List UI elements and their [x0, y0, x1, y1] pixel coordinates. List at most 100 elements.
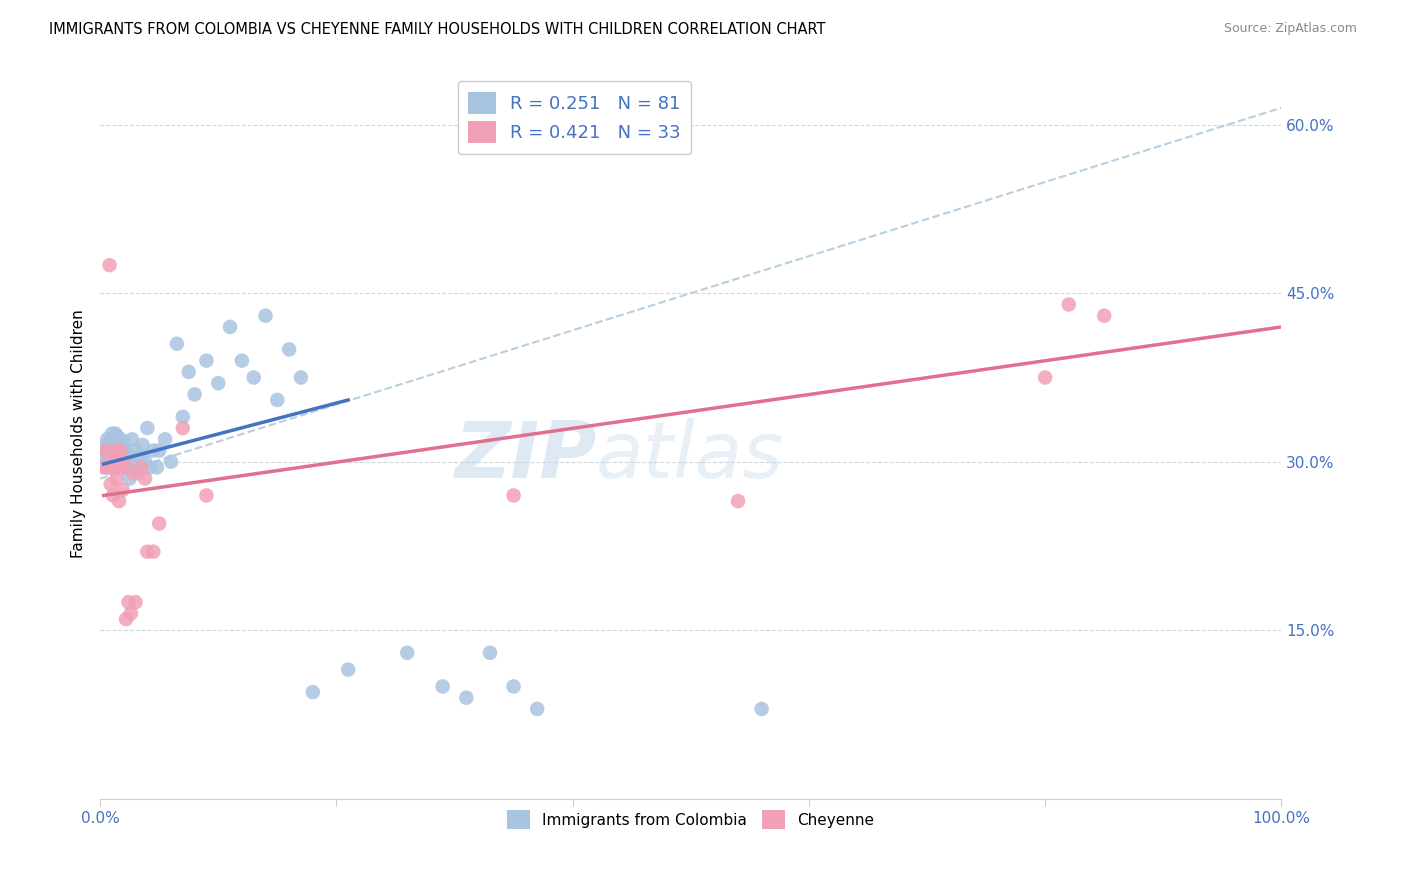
Point [172, 409, 194, 424]
Point [121, 432, 143, 446]
Point [108, 494, 131, 508]
Point [108, 449, 131, 463]
Legend: Immigrants from Colombia, Cheyenne: Immigrants from Colombia, Cheyenne [501, 805, 880, 835]
Point [96, 455, 118, 469]
Point [148, 443, 170, 458]
Text: IMMIGRANTS FROM COLOMBIA VS CHEYENNE FAMILY HOUSEHOLDS WITH CHILDREN CORRELATION: IMMIGRANTS FROM COLOMBIA VS CHEYENNE FAM… [49, 22, 825, 37]
Point [751, 702, 773, 716]
Point [101, 455, 124, 469]
Point [105, 455, 128, 469]
Point [456, 690, 478, 705]
Point [97, 460, 120, 475]
Point [502, 488, 524, 502]
Point [111, 460, 134, 475]
Point [104, 460, 127, 475]
Point [290, 370, 312, 384]
Point [111, 443, 134, 458]
Point [219, 320, 242, 334]
Point [195, 488, 218, 502]
Point [124, 595, 146, 609]
Text: ZIP: ZIP [454, 417, 596, 493]
Point [139, 460, 162, 475]
Point [114, 460, 136, 475]
Point [111, 483, 134, 497]
Point [127, 466, 149, 480]
Point [104, 443, 127, 458]
Point [100, 432, 122, 446]
Point [101, 426, 124, 441]
Point [114, 442, 136, 456]
Point [172, 421, 194, 435]
Text: atlas: atlas [596, 417, 785, 493]
Point [103, 460, 125, 475]
Point [301, 685, 323, 699]
Point [117, 460, 139, 475]
Point [103, 449, 125, 463]
Point [105, 472, 128, 486]
Point [195, 353, 218, 368]
Point [231, 353, 253, 368]
Point [108, 443, 131, 458]
Point [104, 443, 127, 458]
Point [278, 343, 301, 357]
Point [160, 455, 183, 469]
Point [131, 438, 153, 452]
Point [100, 449, 122, 463]
Point [112, 434, 135, 449]
Point [97, 443, 120, 458]
Point [112, 455, 135, 469]
Text: Source: ZipAtlas.com: Source: ZipAtlas.com [1223, 22, 1357, 36]
Point [117, 449, 139, 463]
Point [148, 516, 170, 531]
Point [117, 595, 139, 609]
Point [207, 376, 229, 391]
Point [131, 460, 153, 475]
Point [122, 460, 145, 475]
Point [101, 443, 124, 458]
Point [98, 438, 121, 452]
Point [97, 460, 120, 475]
Point [134, 455, 156, 469]
Point [103, 460, 125, 475]
Point [101, 438, 124, 452]
Point [107, 430, 129, 444]
Point [122, 466, 145, 480]
Point [100, 477, 122, 491]
Point [110, 460, 132, 475]
Point [108, 432, 131, 446]
Point [110, 442, 132, 456]
Point [142, 443, 165, 458]
Point [242, 370, 264, 384]
Point [103, 432, 125, 446]
Point [183, 387, 205, 401]
Point [101, 455, 124, 469]
Point [101, 488, 124, 502]
Point [108, 442, 131, 456]
Point [478, 646, 501, 660]
Point [101, 460, 124, 475]
Point [177, 365, 200, 379]
Point [136, 544, 159, 558]
Point [266, 392, 288, 407]
Point [115, 612, 138, 626]
Point [94, 443, 117, 458]
Point [93, 449, 115, 463]
Point [337, 663, 360, 677]
Point [1033, 370, 1056, 384]
Point [105, 438, 128, 452]
Point [108, 457, 131, 471]
Point [120, 607, 142, 621]
Point [94, 460, 117, 475]
Point [727, 494, 749, 508]
Point [110, 457, 132, 471]
Point [526, 702, 548, 716]
Point [93, 460, 115, 475]
Point [107, 455, 129, 469]
Point [153, 432, 176, 446]
Point [146, 460, 169, 475]
Point [94, 438, 117, 452]
Y-axis label: Family Households with Children: Family Households with Children [72, 310, 86, 558]
Point [396, 646, 419, 660]
Point [124, 443, 146, 458]
Point [432, 680, 454, 694]
